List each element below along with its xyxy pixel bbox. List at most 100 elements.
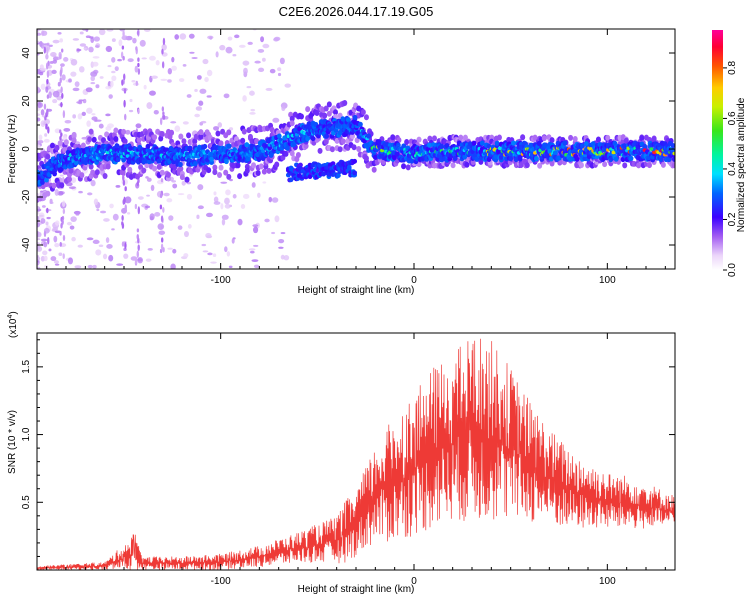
- heatmap-speckle: [206, 69, 213, 77]
- heatmap-speckle: [213, 201, 221, 205]
- heatmap-cell: [212, 169, 218, 176]
- heatmap-cell: [458, 134, 464, 141]
- heatmap-speckle: [43, 46, 47, 54]
- heatmap-speckle: [86, 237, 94, 241]
- heatmap-speckle: [87, 192, 93, 196]
- heatmap-speckle: [278, 239, 285, 244]
- spectrogram-x-axis: -100 0 100: [46, 29, 666, 286]
- heatmap-cell: [452, 155, 458, 162]
- heatmap-speckle: [146, 194, 150, 197]
- heatmap-speckle: [102, 253, 108, 260]
- heatmap-speckle: [49, 201, 54, 205]
- heatmap-speckle: [98, 244, 104, 247]
- heatmap-cell: [303, 142, 309, 149]
- heatmap-speckle: [252, 226, 259, 234]
- heatmap-cell: [45, 190, 51, 197]
- heatmap-cell: [136, 137, 142, 144]
- heatmap-speckle: [37, 266, 41, 269]
- heatmap-speckle: [225, 189, 231, 196]
- heatmap-speckle: [37, 32, 42, 36]
- heatmap-speckle: [137, 206, 141, 215]
- heatmap-speckle: [46, 70, 50, 78]
- heatmap-speckle: [162, 206, 165, 213]
- heatmap-speckle: [174, 34, 180, 40]
- heatmap-speckle: [61, 74, 66, 81]
- heatmap-speckle: [44, 116, 47, 121]
- heatmap-speckle: [121, 45, 125, 50]
- heatmap-speckle: [90, 82, 96, 85]
- heatmap-speckle: [281, 105, 286, 112]
- heatmap-speckle: [137, 244, 140, 251]
- heatmap-speckle: [206, 212, 213, 218]
- heatmap-cell: [261, 149, 266, 153]
- heatmap-speckle: [96, 208, 100, 212]
- snr-y-label: SNR (10 * v/v): [7, 410, 18, 474]
- heatmap-speckle: [221, 218, 226, 226]
- heatmap-cell: [224, 158, 229, 165]
- heatmap-speckle: [62, 208, 66, 215]
- heatmap-speckle: [71, 236, 76, 242]
- heatmap-cell: [305, 106, 311, 113]
- heatmap-speckle: [137, 68, 141, 75]
- heatmap-cell: [671, 162, 675, 169]
- heatmap-speckle: [57, 32, 62, 35]
- heatmap-speckle: [75, 212, 80, 216]
- heatmap-cell: [666, 156, 672, 163]
- heatmap-cell: [337, 146, 343, 153]
- heatmap-speckle: [178, 78, 185, 83]
- heatmap-speckle: [123, 247, 127, 252]
- heatmap-speckle: [187, 224, 192, 229]
- heatmap-speckle: [271, 231, 276, 235]
- heatmap-cell: [121, 157, 127, 163]
- heatmap-cell: [259, 146, 264, 150]
- heatmap-speckle: [37, 222, 41, 228]
- x-tick-label: 100: [599, 275, 616, 286]
- heatmap-speckle: [53, 235, 58, 243]
- heatmap-speckle: [81, 111, 86, 116]
- heatmap-speckle: [54, 220, 60, 226]
- heatmap-speckle: [90, 179, 96, 187]
- heatmap-speckle: [98, 123, 104, 129]
- heatmap-speckle: [207, 35, 214, 40]
- heatmap-speckle: [124, 196, 132, 204]
- heatmap-speckle: [261, 57, 266, 62]
- heatmap-cell: [254, 138, 260, 145]
- heatmap-cell: [244, 167, 250, 174]
- heatmap-speckle: [172, 248, 177, 254]
- heatmap-speckle: [79, 31, 84, 35]
- heatmap-cell: [245, 156, 251, 162]
- heatmap-speckle: [182, 64, 187, 67]
- svg-text:(x104): (x104): [7, 311, 19, 338]
- heatmap-speckle: [160, 178, 164, 183]
- heatmap-speckle: [103, 218, 110, 222]
- heatmap-cell: [59, 182, 65, 189]
- heatmap-speckle: [139, 39, 146, 47]
- heatmap-cell: [496, 134, 502, 141]
- heatmap-speckle: [78, 66, 85, 73]
- heatmap-speckle: [57, 81, 61, 87]
- heatmap-speckle: [278, 246, 284, 249]
- heatmap-speckle: [223, 93, 230, 99]
- heatmap-cell: [660, 161, 666, 168]
- heatmap-speckle: [145, 205, 150, 209]
- heatmap-cell: [165, 171, 171, 178]
- heatmap-cell: [37, 195, 43, 202]
- heatmap-cell: [241, 128, 247, 135]
- heatmap-speckle: [151, 75, 158, 79]
- heatmap-cell: [274, 161, 280, 168]
- heatmap-speckle: [141, 57, 148, 60]
- heatmap-speckle: [134, 203, 138, 210]
- heatmap-speckle: [106, 244, 113, 249]
- heatmap-speckle: [108, 94, 113, 99]
- heatmap-cell: [462, 134, 468, 141]
- heatmap-speckle: [70, 177, 77, 183]
- heatmap-speckle: [61, 48, 64, 53]
- heatmap-speckle: [40, 42, 45, 49]
- heatmap-speckle: [109, 203, 114, 209]
- heatmap-cell: [94, 169, 100, 176]
- heatmap-cell: [202, 143, 208, 150]
- heatmap-speckle: [86, 120, 91, 127]
- heatmap-cell: [574, 156, 580, 162]
- heatmap-speckle: [149, 90, 156, 96]
- heatmap-cell: [244, 142, 250, 148]
